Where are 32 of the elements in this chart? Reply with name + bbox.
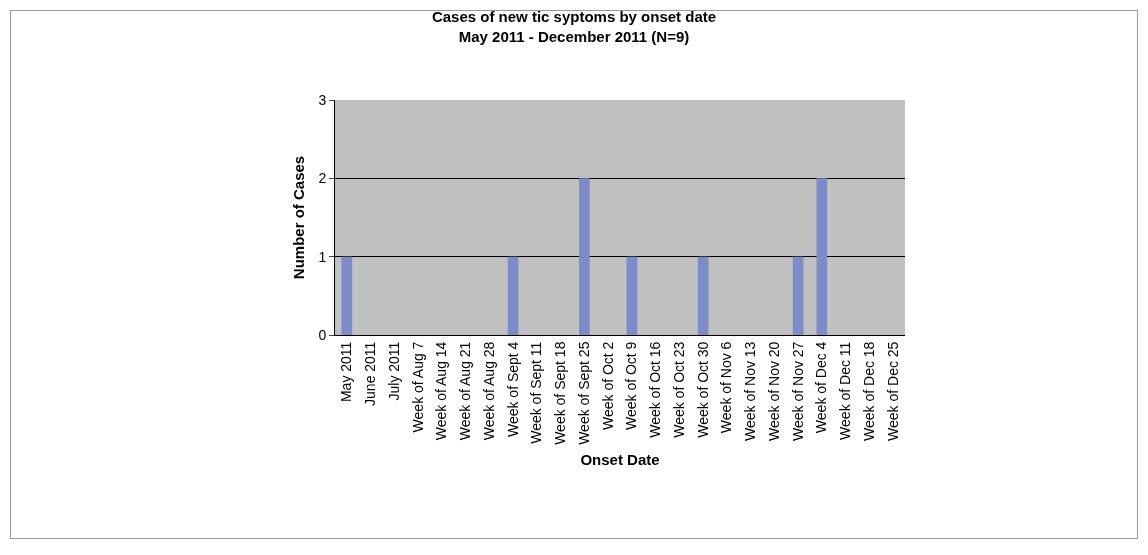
x-tick-label: Week of Nov 27 <box>789 341 806 441</box>
x-tick-label: Week of Aug 21 <box>457 341 474 441</box>
x-tick-label: Week of Sept 11 <box>528 341 545 444</box>
x-tick-label: Week of Nov 13 <box>742 341 759 441</box>
x-tick-label: Week of Aug 28 <box>480 341 497 441</box>
x-tick-label: Week of Dec 11 <box>837 341 854 440</box>
y-tick-label: 1 <box>318 248 327 265</box>
x-tick-label: Week of Aug 7 <box>409 341 426 433</box>
x-axis-title: Onset Date <box>580 450 660 468</box>
x-tick-label: Week of Sept 18 <box>552 341 569 445</box>
x-tick-label: Week of Aug 14 <box>433 341 450 441</box>
x-tick-label: Week of Oct 2 <box>599 341 616 431</box>
x-tick-label: Week of Oct 16 <box>647 341 664 438</box>
y-axis-title: Number of Cases <box>289 155 307 280</box>
y-tick-label: 2 <box>318 170 327 187</box>
x-tick-label: June 2011 <box>362 341 379 406</box>
x-tick-label: Week of Oct 23 <box>670 341 687 438</box>
x-tick-label: May 2011 <box>338 341 355 403</box>
x-tick-label: Week of Oct 9 <box>623 341 640 431</box>
x-tick-label: Week of Sept 25 <box>575 341 592 445</box>
y-tick-label: 3 <box>318 91 327 108</box>
x-tick-label: Week of Sept 4 <box>504 341 521 438</box>
x-tick-label: Week of Dec 25 <box>884 341 901 441</box>
chart-subtitle: May 2011 - December 2011 (N=9) <box>458 27 690 45</box>
chart-title: Cases of new tic syptoms by onset date <box>431 8 717 26</box>
x-tick-label: Week of Nov 6 <box>718 341 735 434</box>
x-tick-label: Week of Dec 18 <box>860 341 877 441</box>
x-tick-label: Week of Nov 20 <box>765 341 782 441</box>
y-tick-label: 0 <box>318 326 327 343</box>
x-tick-label: Week of Dec 4 <box>813 341 830 434</box>
x-tick-label: Week of Oct 30 <box>694 341 711 438</box>
x-tick-label: July 2011 <box>385 341 402 401</box>
